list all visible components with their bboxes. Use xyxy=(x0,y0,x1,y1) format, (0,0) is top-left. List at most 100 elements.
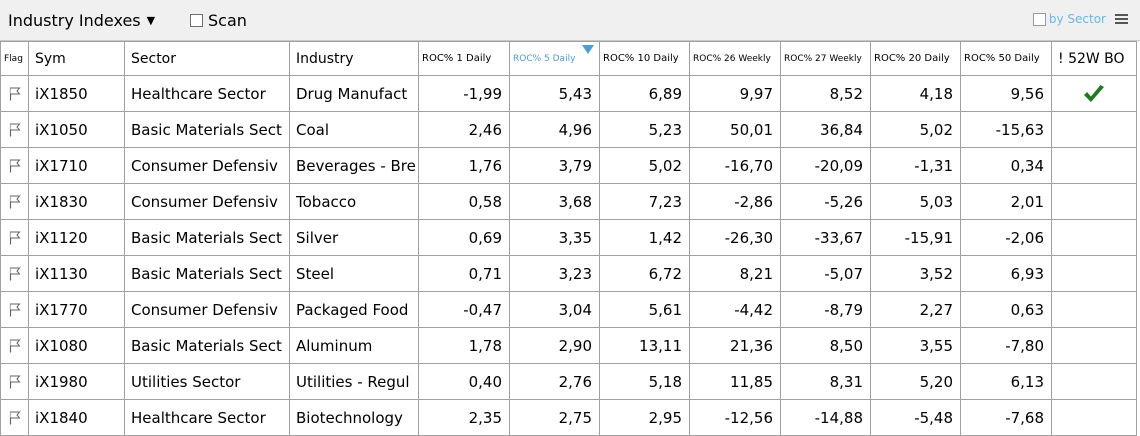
roc27w-cell: -14,88 xyxy=(780,399,871,436)
flag-cell[interactable] xyxy=(0,147,29,184)
col-header-roc10d[interactable]: ROC% 10 Daily xyxy=(599,41,690,76)
flag-cell[interactable] xyxy=(0,75,29,112)
roc50d-cell: -7,68 xyxy=(960,399,1052,436)
flag-cell[interactable] xyxy=(0,255,29,292)
col-header-52w-bo[interactable]: ! 52W BO xyxy=(1051,41,1137,76)
col-header-roc1d[interactable]: ROC% 1 Daily xyxy=(418,41,510,76)
sym-cell: iX1770 xyxy=(28,291,125,328)
roc26w-cell: 50,01 xyxy=(689,111,781,148)
sym-cell: iX1840 xyxy=(28,399,125,436)
roc1d-cell: 2,35 xyxy=(418,399,510,436)
roc5d-cell: 4,96 xyxy=(509,111,600,148)
flag-cell[interactable] xyxy=(0,327,29,364)
flag-icon[interactable] xyxy=(9,267,21,281)
flag-icon[interactable] xyxy=(9,159,21,173)
scan-checkbox[interactable] xyxy=(190,13,203,27)
industry-cell: Packaged Food xyxy=(289,291,419,328)
sym-cell: iX1120 xyxy=(28,219,125,256)
roc5d-cell: 3,04 xyxy=(509,291,600,328)
industry-cell: Tobacco xyxy=(289,183,419,220)
flag-icon[interactable] xyxy=(9,87,21,101)
roc20d-cell: 5,03 xyxy=(870,183,961,220)
roc50d-cell: -15,63 xyxy=(960,111,1052,148)
col-header-roc5d[interactable]: ROC% 5 Daily xyxy=(509,41,600,76)
flag-icon[interactable] xyxy=(9,195,21,209)
roc5d-cell: 2,75 xyxy=(509,399,600,436)
roc50d-cell: 9,56 xyxy=(960,75,1052,112)
industry-cell: Beverages - Bre xyxy=(289,147,419,184)
flag-icon[interactable] xyxy=(9,339,21,353)
roc5d-cell: 3,79 xyxy=(509,147,600,184)
roc20d-cell: -1,31 xyxy=(870,147,961,184)
roc1d-cell: -0,47 xyxy=(418,291,510,328)
list-dropdown[interactable]: Industry Indexes ▼ xyxy=(8,9,155,31)
flag-icon[interactable] xyxy=(9,303,21,317)
industry-cell: Biotechnology xyxy=(289,399,419,436)
table-row[interactable]: iX1120 Basic Materials Sect Silver 0,69 3,35… xyxy=(0,219,1137,256)
sector-cell: Basic Materials Sect xyxy=(124,327,290,364)
roc27w-cell: -5,07 xyxy=(780,255,871,292)
flag-icon[interactable] xyxy=(9,411,21,425)
flag-cell[interactable] xyxy=(0,183,29,220)
flag-icon[interactable] xyxy=(9,375,21,389)
roc1d-cell: 1,78 xyxy=(418,327,510,364)
by-sector-toggle[interactable]: by Sector xyxy=(1032,12,1106,26)
by-sector-checkbox[interactable] xyxy=(1032,12,1046,26)
col-header-roc26w[interactable]: ROC% 26 Weekly xyxy=(689,41,781,76)
table-row[interactable]: iX1980 Utilities Sector Utilities - Regul 0… xyxy=(0,363,1137,400)
table-row[interactable]: iX1710 Consumer Defensiv Beverages - Bre 1,… xyxy=(0,147,1137,184)
industry-cell: Aluminum xyxy=(289,327,419,364)
sym-cell: iX1830 xyxy=(28,183,125,220)
table-row[interactable]: iX1840 Healthcare Sector Biotechnology 2,35… xyxy=(0,399,1137,436)
industry-cell: Utilities - Regul xyxy=(289,363,419,400)
roc20d-cell: -15,91 xyxy=(870,219,961,256)
roc10d-cell: 5,61 xyxy=(599,291,690,328)
table-row[interactable]: iX1850 Healthcare Sector Drug Manufact -1,9… xyxy=(0,75,1137,112)
sector-cell: Consumer Defensiv xyxy=(124,291,290,328)
roc20d-cell: 3,55 xyxy=(870,327,961,364)
col-header-flag[interactable]: Flag xyxy=(0,41,29,76)
roc26w-cell: -2,86 xyxy=(689,183,781,220)
flag-cell[interactable] xyxy=(0,363,29,400)
roc10d-cell: 7,23 xyxy=(599,183,690,220)
roc5d-cell: 2,90 xyxy=(509,327,600,364)
sym-cell: iX1080 xyxy=(28,327,125,364)
sector-cell: Utilities Sector xyxy=(124,363,290,400)
flag-icon[interactable] xyxy=(9,231,21,245)
roc50d-cell: 2,01 xyxy=(960,183,1052,220)
roc27w-cell: -5,26 xyxy=(780,183,871,220)
hamburger-menu-icon[interactable] xyxy=(1115,13,1128,25)
roc26w-cell: 9,97 xyxy=(689,75,781,112)
col-header-roc27w[interactable]: ROC% 27 Weekly xyxy=(780,41,871,76)
roc27w-cell: 8,52 xyxy=(780,75,871,112)
roc5d-cell: 5,43 xyxy=(509,75,600,112)
52w-bo-cell xyxy=(1051,291,1137,328)
col-header-roc50d[interactable]: ROC% 50 Daily xyxy=(960,41,1052,76)
table-row[interactable]: iX1770 Consumer Defensiv Packaged Food -0,4… xyxy=(0,291,1137,328)
table-row[interactable]: iX1130 Basic Materials Sect Steel 0,71 3,23 6… xyxy=(0,255,1137,292)
col-header-roc20d[interactable]: ROC% 20 Daily xyxy=(870,41,961,76)
flag-cell[interactable] xyxy=(0,219,29,256)
col-header-sym[interactable]: Sym xyxy=(28,41,125,76)
roc27w-cell: 8,50 xyxy=(780,327,871,364)
flag-cell[interactable] xyxy=(0,111,29,148)
roc5d-cell: 3,35 xyxy=(509,219,600,256)
roc1d-cell: 1,76 xyxy=(418,147,510,184)
sector-cell: Basic Materials Sect xyxy=(124,219,290,256)
roc10d-cell: 2,95 xyxy=(599,399,690,436)
sym-cell: iX1130 xyxy=(28,255,125,292)
table-row[interactable]: iX1050 Basic Materials Sect Coal 2,46 4,96 5,… xyxy=(0,111,1137,148)
table-row[interactable]: iX1080 Basic Materials Sect Aluminum 1,78 2,… xyxy=(0,327,1137,364)
scan-toggle[interactable]: Scan xyxy=(190,10,247,30)
scan-label: Scan xyxy=(208,10,247,30)
industry-cell: Silver xyxy=(289,219,419,256)
flag-icon[interactable] xyxy=(9,123,21,137)
flag-cell[interactable] xyxy=(0,291,29,328)
roc10d-cell: 5,23 xyxy=(599,111,690,148)
sector-cell: Basic Materials Sect xyxy=(124,255,290,292)
table-row[interactable]: iX1830 Consumer Defensiv Tobacco 0,58 3,68 7,… xyxy=(0,183,1137,220)
col-header-sector[interactable]: Sector xyxy=(124,41,290,76)
flag-cell[interactable] xyxy=(0,399,29,436)
col-header-industry[interactable]: Industry xyxy=(289,41,419,76)
roc10d-cell: 5,18 xyxy=(599,363,690,400)
